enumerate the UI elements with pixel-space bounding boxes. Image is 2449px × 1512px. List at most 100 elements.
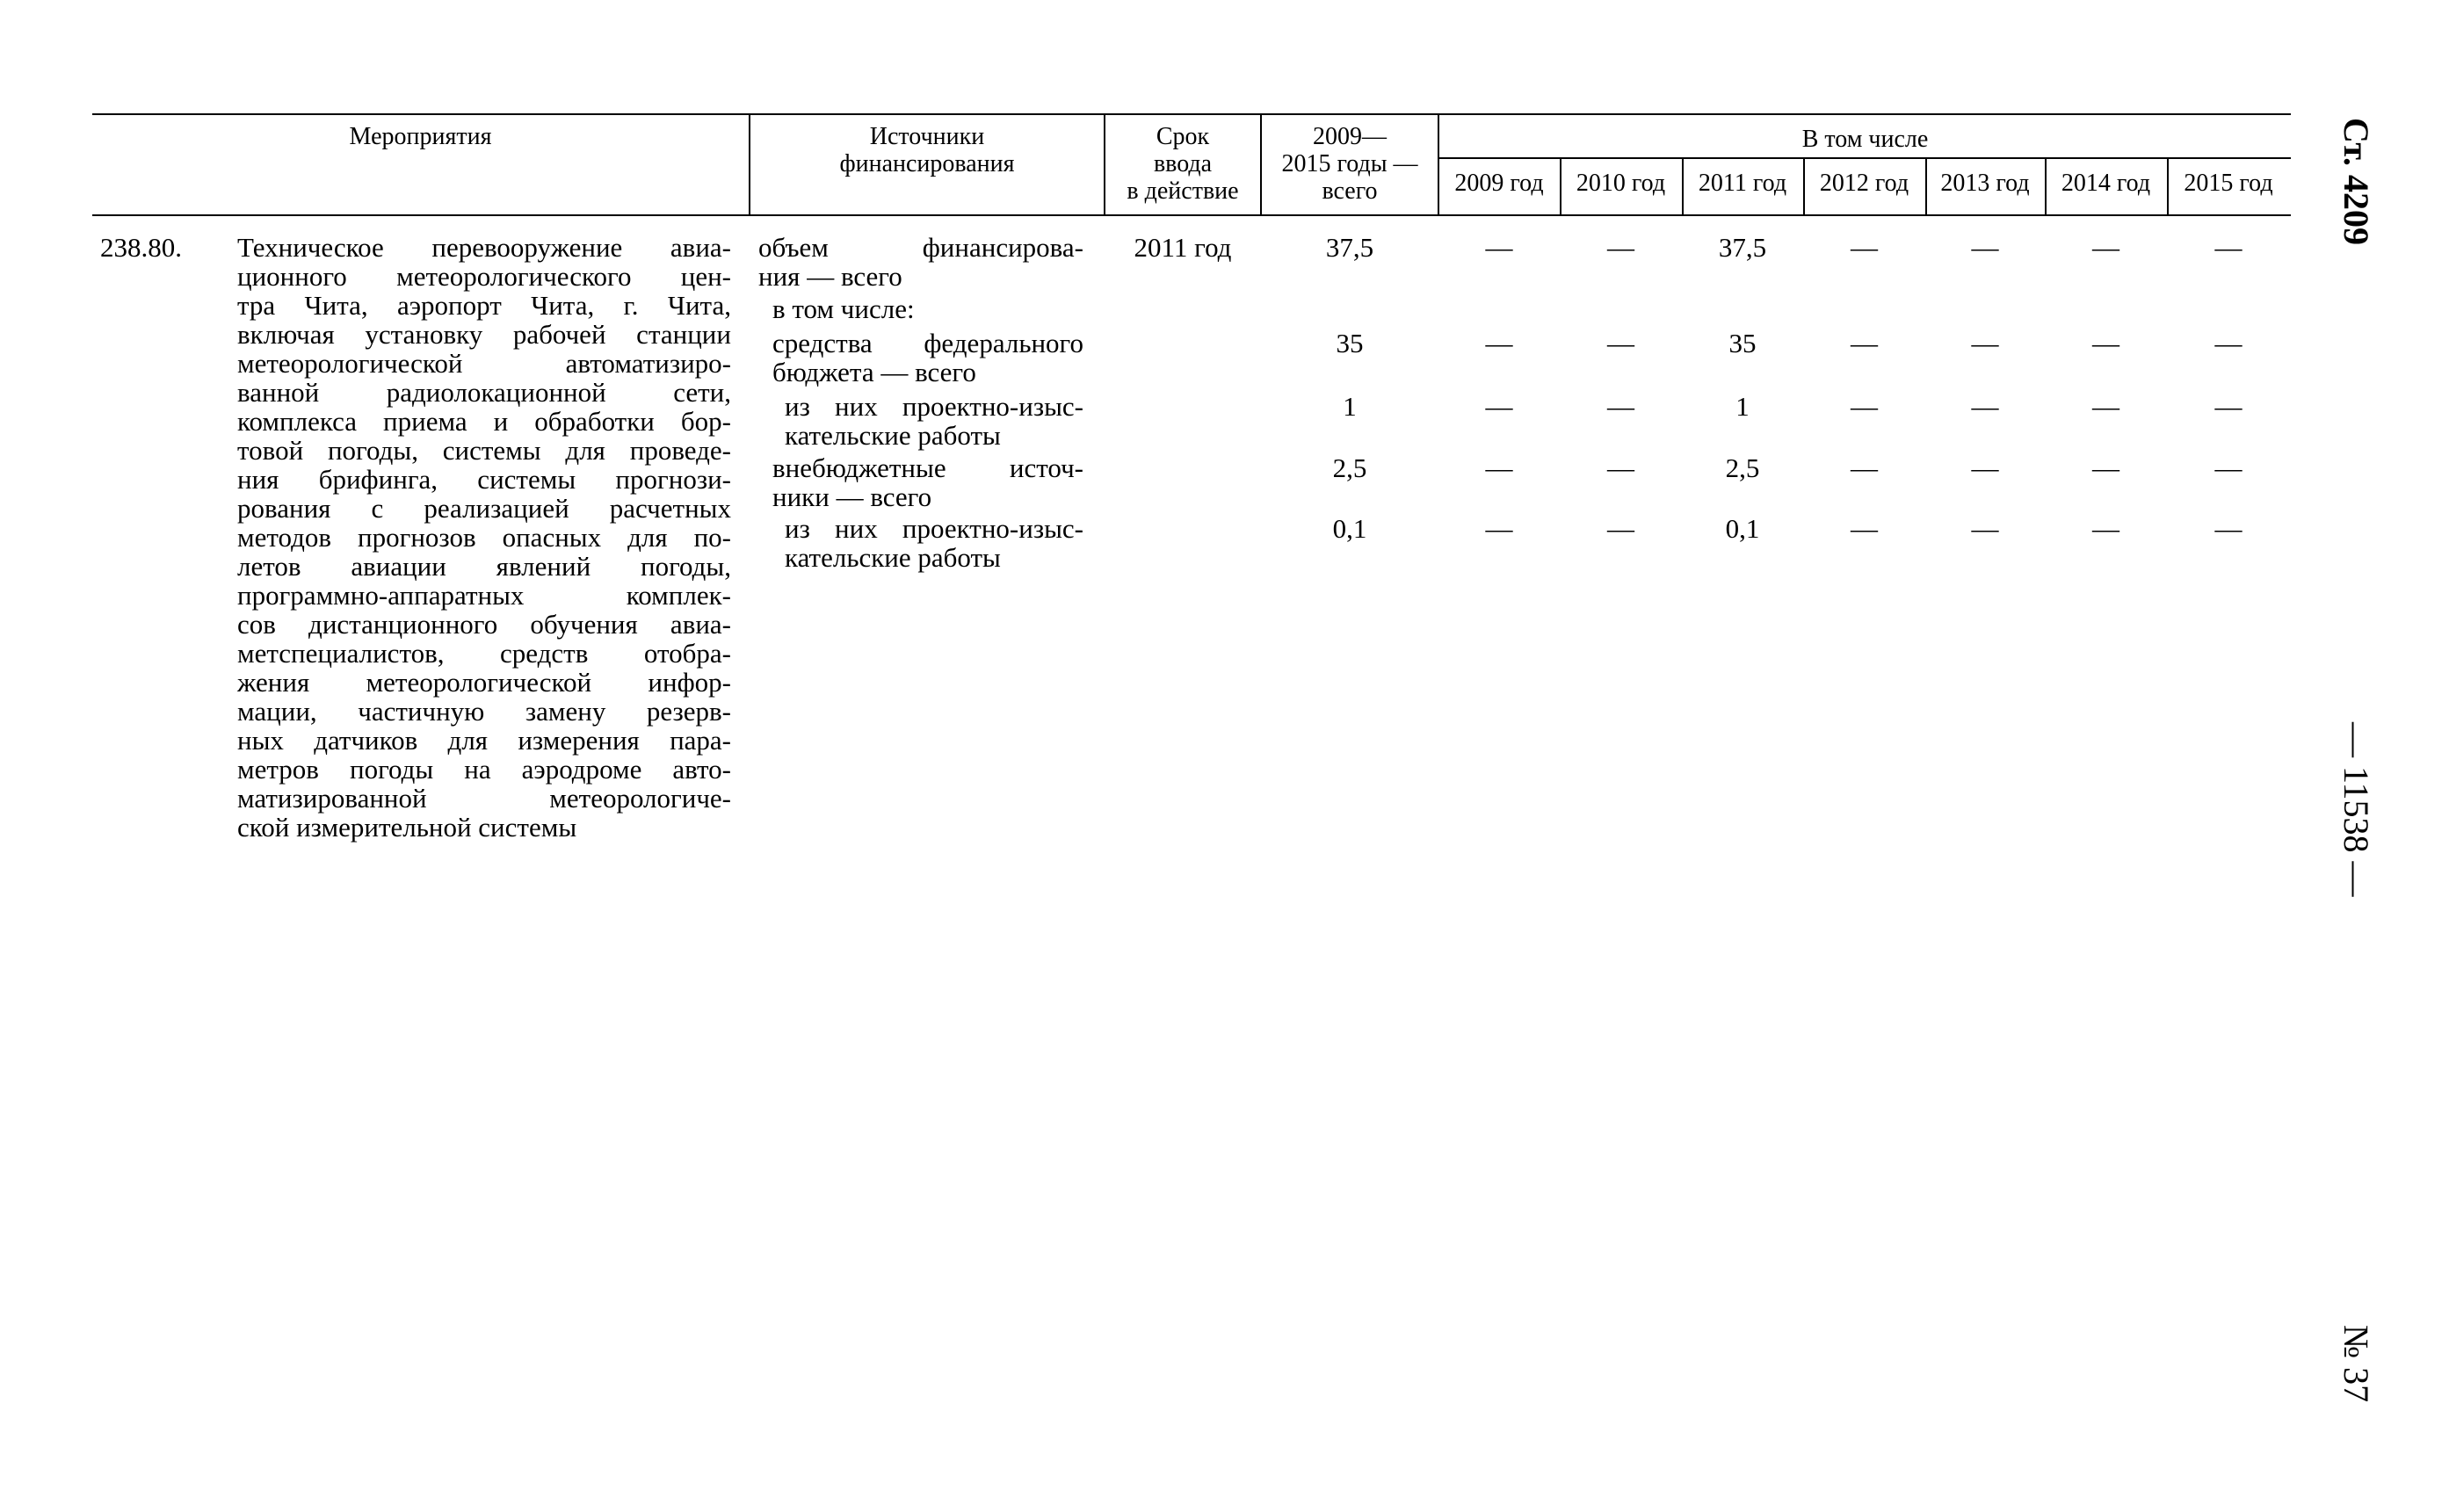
header-line: 2009— <box>1313 123 1387 150</box>
col-divider <box>1682 158 1684 215</box>
description-line: ванной радиолокационной сети, <box>237 377 731 408</box>
col-divider <box>1438 114 1439 215</box>
year-value: — <box>1851 328 1878 358</box>
header-year: 2012 год <box>1819 170 1909 197</box>
col-divider <box>1260 114 1262 215</box>
description-line: включая установку рабочей станции <box>237 319 731 350</box>
header-line: Срок <box>1156 123 1210 150</box>
description-line: матизированной метеорологиче- <box>237 783 731 814</box>
description-line: ния брифинга, системы прогнози- <box>237 464 731 495</box>
row-number: 238.80. <box>100 232 182 263</box>
year-value: — <box>2092 391 2119 422</box>
page-number: — 11538 — <box>2337 722 2376 897</box>
header-sources: Источники финансирования <box>750 123 1104 177</box>
description-line: метров погоды на аэродроме авто- <box>237 754 731 785</box>
header-line: 2015 годы — <box>1281 150 1418 177</box>
year-value: — <box>1485 328 1513 358</box>
header-year: 2013 год <box>1940 170 2030 197</box>
header-measures: Мероприятия <box>349 123 492 150</box>
year-value: — <box>2092 232 2119 263</box>
source-line: бюджета — всего <box>772 357 976 387</box>
col-divider <box>1560 158 1561 215</box>
description-line: тра Чита, аэропорт Чита, г. Чита, <box>237 290 731 321</box>
total-value: 37,5 <box>1325 232 1374 263</box>
deadline-value: 2011 год <box>1134 232 1232 263</box>
year-value: — <box>1971 452 1999 483</box>
year-value: — <box>2092 328 2119 358</box>
col-divider <box>2167 158 2169 215</box>
funding-source: из них проектно-изыс-кательские работы <box>785 514 1083 572</box>
header-year: 2011 год <box>1698 170 1787 197</box>
year-value: — <box>1851 391 1878 422</box>
issue-number: № 37 <box>2337 1325 2376 1403</box>
year-value: — <box>1607 513 1634 544</box>
funding-source: в том числе: <box>772 294 1083 323</box>
header-line: финансирования <box>839 150 1015 177</box>
col-divider <box>2045 158 2047 215</box>
year-value: — <box>1607 452 1634 483</box>
year-value: — <box>2214 328 2243 358</box>
description-line: летов авиации явлений погоды, <box>237 551 731 582</box>
source-line: кательские работы <box>785 542 1001 573</box>
year-value: — <box>2214 452 2243 483</box>
source-line: объем финансирова- <box>758 232 1083 263</box>
header-bottom-rule <box>92 214 2291 216</box>
description-line: Техническое перевооружение авиа- <box>237 232 731 263</box>
description-line: программно-аппаратных комплек- <box>237 580 731 611</box>
year-value: — <box>1485 452 1513 483</box>
col-divider <box>1803 158 1805 215</box>
source-line: средства федерального <box>772 328 1083 358</box>
year-value: — <box>1607 232 1634 263</box>
header-year: 2015 год <box>2184 170 2273 197</box>
description-line: сов дистанционного обучения авиа- <box>237 609 731 640</box>
description-line: ской измерительной системы <box>237 812 577 843</box>
header-including: В том числе <box>1801 126 1929 153</box>
description-line: товой погоды, системы для проведе- <box>237 435 731 466</box>
year-value: — <box>1971 513 1999 544</box>
col-divider <box>1104 114 1105 215</box>
header-year: 2009 год <box>1454 170 1544 197</box>
description-line: методов прогнозов опасных для по- <box>237 522 731 553</box>
header-line: Источники <box>869 123 985 150</box>
year-value: — <box>2092 452 2119 483</box>
year-value: — <box>1971 391 1999 422</box>
description-line: метеорологической автоматизиро- <box>237 348 731 379</box>
measure-description: Техническое перевооружение авиа-ционного… <box>237 233 731 842</box>
year-value: — <box>2214 513 2243 544</box>
year-value: — <box>1485 391 1513 422</box>
source-line: из них проектно-изыс- <box>785 513 1083 544</box>
header-deadline: Срок ввода в действие <box>1105 123 1260 205</box>
description-line: ных датчиков для измерения пара- <box>237 725 731 756</box>
year-value: — <box>2214 232 2243 263</box>
year-value: 37,5 <box>1718 232 1767 263</box>
header-year: 2014 год <box>2061 170 2151 197</box>
year-value: — <box>2092 513 2119 544</box>
description-line: мации, частичную замену резерв- <box>237 696 731 727</box>
year-value: — <box>1971 232 1999 263</box>
col-divider <box>1925 158 1927 215</box>
header-line: всего <box>1322 177 1378 205</box>
year-value: — <box>1485 232 1513 263</box>
year-value: — <box>1851 452 1878 483</box>
year-value: 1 <box>1735 391 1750 422</box>
year-value: — <box>1485 513 1513 544</box>
source-line: ния — всего <box>758 261 902 292</box>
year-value: 35 <box>1728 328 1757 358</box>
description-line: ционного метеорологического цен- <box>237 261 731 292</box>
description-line: комплекса приема и обработки бор- <box>237 406 731 437</box>
funding-source: внебюджетные источ-ники — всего <box>772 453 1083 511</box>
total-value: 2,5 <box>1332 452 1367 483</box>
year-value: — <box>2214 391 2243 422</box>
funding-source: средства федерального бюджета — всего <box>772 329 1083 387</box>
header-total: 2009— 2015 годы — всего <box>1262 123 1438 205</box>
description-line: метспециалистов, средств отобра- <box>237 638 731 669</box>
source-line: внебюджетные источ- <box>772 452 1083 483</box>
header-year: 2010 год <box>1576 170 1666 197</box>
top-rule <box>92 113 2291 115</box>
total-value: 0,1 <box>1332 513 1367 544</box>
year-value: 2,5 <box>1725 452 1760 483</box>
article-number: Ст. 4209 <box>2337 118 2376 245</box>
description-line: жения метеорологической инфор- <box>237 667 731 698</box>
year-value: — <box>1607 328 1634 358</box>
source-line: ники — всего <box>772 481 932 512</box>
